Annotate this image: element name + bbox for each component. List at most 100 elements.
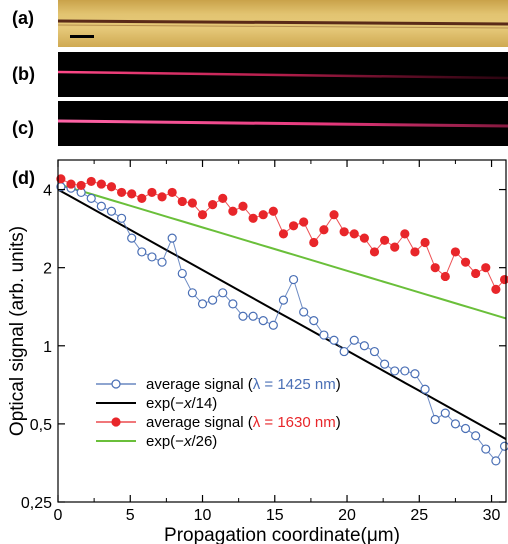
- data-point-1425nm: [471, 431, 481, 441]
- legend-text-part: x: [183, 395, 192, 412]
- emission-panel-b: [57, 52, 508, 97]
- data-point-1630nm: [450, 247, 461, 257]
- y-tick-label: 0,5: [30, 417, 52, 434]
- data-point-1630nm: [430, 263, 440, 273]
- data-point-1425nm: [197, 299, 208, 309]
- data-point-1630nm: [491, 284, 501, 294]
- data-point-1630nm: [197, 210, 208, 220]
- data-point-1425nm: [380, 359, 390, 369]
- data-point-1425nm: [187, 288, 197, 298]
- legend-text-part: λ = 1425 nm: [253, 376, 336, 393]
- panel-label-a: (a): [12, 8, 34, 28]
- data-point-1425nm: [106, 206, 117, 216]
- data-point-1630nm: [127, 189, 137, 199]
- data-point-1425nm: [258, 316, 268, 326]
- data-point-1630nm: [299, 217, 309, 227]
- legend: average signal (λ = 1425 nm)exp(−x/14)av…: [96, 376, 341, 450]
- data-point-1630nm: [218, 193, 228, 203]
- x-tick-label: 15: [266, 507, 284, 524]
- data-point-1425nm: [278, 295, 289, 305]
- emission-panel-c: [57, 101, 508, 146]
- data-point-1425nm: [339, 346, 349, 357]
- data-point-1425nm: [238, 311, 248, 321]
- data-point-1425nm: [177, 268, 187, 279]
- waveguide-shadow: [57, 24, 508, 29]
- fit-line-3: [57, 183, 507, 320]
- data-point-1630nm: [481, 263, 491, 273]
- data-point-1425nm: [349, 335, 359, 345]
- data-point-1630nm: [460, 257, 471, 267]
- plot-content: [56, 174, 508, 466]
- emission-image-c: [57, 119, 508, 128]
- y-tick-label: 2: [43, 261, 52, 278]
- data-point-1630nm: [157, 192, 167, 202]
- micrograph-image: [57, 19, 508, 38]
- data-point-1425nm: [481, 444, 491, 454]
- data-point-1630nm: [440, 271, 450, 282]
- legend-text-part: λ = 1630 nm: [253, 414, 336, 431]
- data-point-1630nm: [96, 179, 106, 189]
- data-point-1630nm: [76, 180, 86, 191]
- data-point-1630nm: [167, 187, 177, 198]
- data-point-1630nm: [177, 196, 187, 207]
- data-point-1425nm: [127, 233, 137, 243]
- data-point-1425nm: [491, 456, 501, 466]
- data-point-1425nm: [288, 274, 299, 285]
- data-point-1630nm: [410, 247, 420, 257]
- y-tick-label: 1: [43, 339, 52, 356]
- x-axis: 0 5 10 15 20 25 30: [54, 160, 501, 524]
- data-point-1630nm: [288, 221, 299, 231]
- panel-label-d: (d): [12, 168, 35, 188]
- plot-frame: [57, 159, 507, 503]
- y-axis: 0,25 0,5 1 2 4: [21, 183, 506, 512]
- data-point-1425nm: [147, 252, 157, 262]
- data-point-1630nm: [208, 200, 218, 210]
- emission-image-b: [57, 70, 508, 80]
- y-axis-label: Optical signal (arb. units): [7, 226, 28, 436]
- data-point-1630nm: [309, 237, 319, 248]
- data-point-1425nm: [268, 320, 278, 330]
- data-point-1630nm: [369, 247, 380, 257]
- legend-text-part: average signal (: [146, 414, 253, 431]
- legend-label-2: average signal (λ = 1630 nm): [146, 414, 341, 431]
- data-point-1630nm: [380, 235, 390, 245]
- data-point-1630nm: [228, 206, 238, 216]
- data-point-1425nm: [96, 201, 106, 211]
- legend-label-3: exp(−x/26): [146, 433, 217, 450]
- data-point-1630nm: [147, 187, 157, 198]
- x-tick-label: 25: [410, 507, 428, 524]
- data-point-1630nm: [116, 187, 127, 198]
- legend-text-part: x: [183, 433, 192, 450]
- data-point-1425nm: [410, 369, 420, 379]
- data-point-1630nm: [349, 229, 359, 239]
- separator: [58, 47, 508, 51]
- fit-line-1: [57, 188, 507, 440]
- data-point-1425nm: [167, 233, 177, 243]
- x-axis-label: Propagation coordinate(μm): [164, 525, 400, 544]
- data-point-1425nm: [359, 341, 369, 351]
- scale-bar: [70, 35, 94, 38]
- data-point-1630nm: [339, 227, 349, 237]
- data-point-1425nm: [420, 384, 430, 394]
- data-point-1425nm: [460, 423, 471, 434]
- data-point-1630nm: [471, 268, 481, 279]
- panel-label-b: (b): [12, 64, 35, 84]
- data-point-1425nm: [248, 311, 258, 321]
- x-tick-label: 20: [338, 507, 356, 524]
- legend-text-part: /14): [191, 395, 217, 412]
- legend-text-part: /26): [191, 433, 217, 450]
- legend-text-part: average signal (: [146, 376, 253, 393]
- glow-line-c: [57, 119, 508, 128]
- legend-marker-2: [111, 417, 121, 427]
- data-point-1425nm: [86, 193, 96, 203]
- legend-label-1: exp(−x/14): [146, 395, 217, 412]
- data-point-1630nm: [248, 213, 258, 223]
- separator: [58, 97, 508, 101]
- x-tick-label: 30: [483, 507, 501, 524]
- glow-line-b: [57, 70, 508, 80]
- data-point-1630nm: [187, 198, 197, 208]
- data-point-1425nm: [116, 213, 127, 223]
- data-point-1425nm: [157, 257, 167, 267]
- data-point-1425nm: [440, 408, 450, 418]
